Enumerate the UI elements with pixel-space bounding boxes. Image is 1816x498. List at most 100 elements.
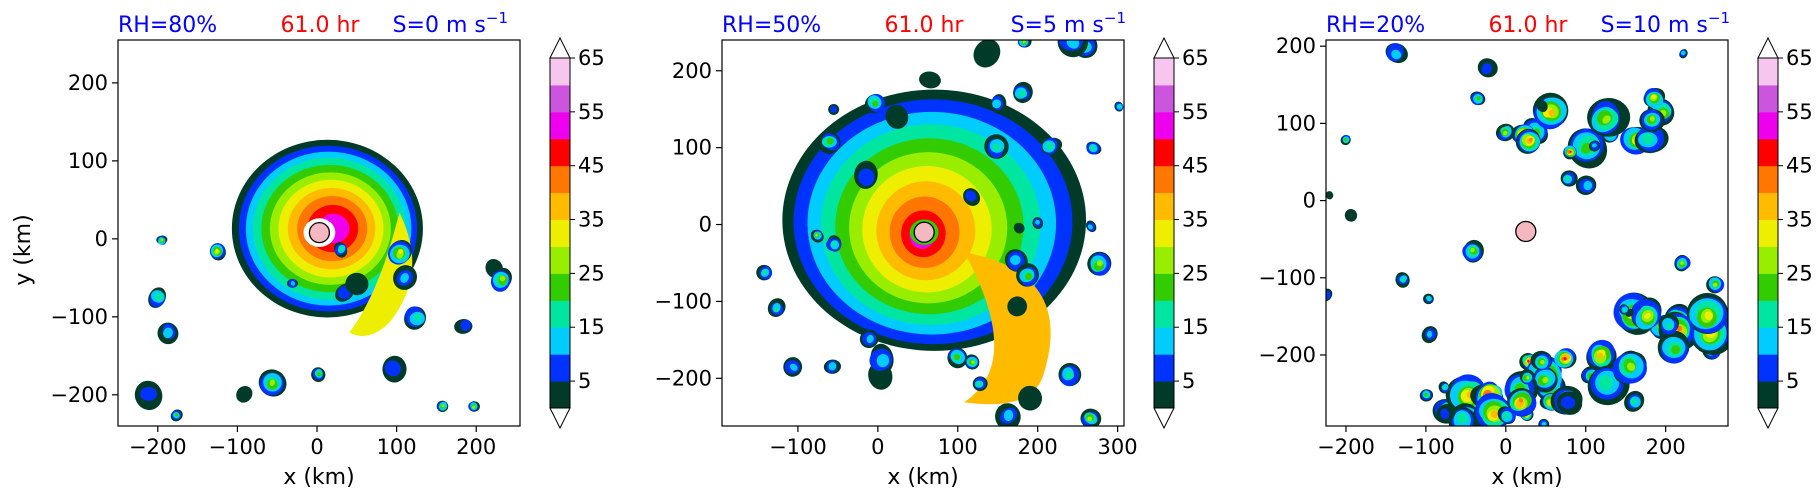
panel-2-cell (995, 403, 1021, 426)
panel-3-cell (1639, 108, 1665, 132)
x-tick-label: 200 (1646, 435, 1686, 459)
colorbar-frame (1153, 57, 1175, 409)
panel-1-cell (157, 322, 179, 345)
y-tick-label: 100 (672, 136, 712, 160)
panel-3-cell (1567, 128, 1608, 169)
panel-3-cell (1462, 239, 1484, 263)
panel-1-cell (404, 306, 427, 330)
y-tick-label: −100 (654, 289, 712, 313)
x-tick-label: 0 (871, 435, 884, 459)
colorbar-segment (1154, 327, 1174, 355)
panel-1-cell (468, 401, 480, 412)
x-tick-label: 0 (310, 435, 323, 459)
panel-3-cell (1497, 406, 1516, 424)
colorbar-segment (550, 246, 570, 274)
colorbar-tick-label: 5 (578, 369, 591, 393)
colorbar-segment (1758, 111, 1778, 140)
panel-3-cell (1421, 326, 1438, 344)
panel-3-cell (1587, 98, 1631, 137)
panel-3-title-left: RH=20% (1326, 13, 1425, 38)
panel-2-cell (973, 40, 1001, 68)
panel-3-field (1326, 43, 1728, 426)
panel-1-cell (345, 272, 369, 296)
panel-3-cell (1612, 351, 1647, 384)
panel-2-title-left: RH=50% (722, 13, 821, 38)
colorbar-tick-label: 15 (578, 315, 605, 339)
x-tick-label: 100 (1566, 435, 1606, 459)
colorbar-tick-label: 15 (1786, 315, 1813, 339)
panel-3-cell (1706, 276, 1725, 294)
y-tick-label: −200 (1258, 343, 1316, 367)
panel-3-cell (1679, 49, 1688, 59)
panel-3-cell (1344, 209, 1358, 222)
colorbar-tick-label: 15 (1182, 315, 1209, 339)
panel-1-title-right: S=0 m s−1 (393, 9, 508, 38)
colorbar-extend-max (1757, 36, 1779, 59)
colorbar-segment (1154, 84, 1174, 113)
panel-1-cell (393, 265, 418, 290)
panel-2-cell (991, 94, 1007, 114)
panel-1-xlabel: x (km) (283, 465, 354, 490)
panel-3-x-ticks: −200 −100 0 100 200 (1317, 426, 1686, 459)
colorbar-tick-label: 55 (578, 100, 605, 124)
panel-2-cell (810, 229, 824, 243)
panel-3-cell (1538, 418, 1550, 426)
panel-2-x-ticks: −100 0 100 200 300 (769, 426, 1138, 459)
panel-2-cell (1087, 251, 1112, 276)
colorbar-tick-label: 35 (1786, 208, 1813, 232)
colorbar-segment (1154, 138, 1174, 167)
panel-3-title-center: 61.0 hr (1489, 13, 1569, 38)
y-tick-label: 200 (672, 59, 712, 83)
panel-2-cell (1018, 385, 1043, 411)
y-tick-label: −100 (1258, 266, 1316, 290)
panel-3-cell (1470, 91, 1486, 106)
colorbar-segment (550, 192, 570, 221)
panel-1-cell (236, 385, 253, 403)
panel-3-y-ticks: −200 −100 0 100 200 (1258, 34, 1326, 367)
panel-3-cell (1477, 58, 1498, 78)
panel-3-cell (1674, 254, 1691, 272)
panel-3-cell (1419, 389, 1434, 402)
panel-2: RH=50% 61.0 hr S=5 m s−1 −100 0 100 200 300 … (654, 9, 1208, 490)
y-tick-label: 100 (68, 149, 108, 173)
colorbar-extend-max (549, 36, 571, 59)
panel-1-cell (382, 355, 407, 383)
panel-3-title-right: S=10 m s−1 (1601, 9, 1730, 38)
panel-2-cell (783, 357, 803, 377)
panel-1-cell (170, 409, 183, 422)
panel-2-cell (1114, 101, 1124, 112)
colorbar-frame (1757, 57, 1779, 409)
panel-2-cell (1058, 362, 1082, 387)
panel-3-cell (1619, 304, 1630, 315)
panel-2-cell (864, 93, 885, 114)
colorbar-segment (1758, 138, 1778, 167)
panel-1-cell (209, 243, 226, 261)
panel-1-x-ticks: −200 −100 0 100 200 (129, 426, 496, 459)
x-tick-label: −200 (1317, 435, 1375, 459)
panel-2-cell (1085, 220, 1097, 233)
panel-2-title-right: S=5 m s−1 (1011, 9, 1126, 38)
colorbar-segment (550, 354, 570, 382)
colorbar-extend-max (1153, 36, 1175, 59)
panel-2-cell (1013, 81, 1033, 103)
x-tick-label: −100 (769, 435, 827, 459)
colorbar-tick-label: 65 (578, 46, 605, 70)
panel-3-xlabel: x (km) (1491, 465, 1562, 490)
panel-2-center-marker (913, 221, 935, 243)
panel-2-y-ticks: −200 −100 0 100 200 (654, 59, 722, 390)
panel-2-cell (1013, 222, 1025, 234)
colorbar-tick-label: 35 (578, 208, 605, 232)
panel-2-cell (1016, 263, 1039, 287)
panel-3-cell (1436, 403, 1456, 423)
panel-1-y-ticks: −200 −100 0 100 200 (50, 71, 118, 407)
panel-3-cell (1495, 123, 1515, 142)
panel-3-center-marker (1515, 220, 1537, 243)
panel-3-cell (1536, 99, 1548, 113)
panel-2-cell (1017, 40, 1032, 48)
panel-2-cell (767, 298, 786, 317)
panel-3-cell (1658, 313, 1679, 335)
x-tick-label: 300 (1098, 435, 1138, 459)
colorbar-segment (1154, 219, 1174, 247)
panel-3-cell (1563, 145, 1577, 160)
